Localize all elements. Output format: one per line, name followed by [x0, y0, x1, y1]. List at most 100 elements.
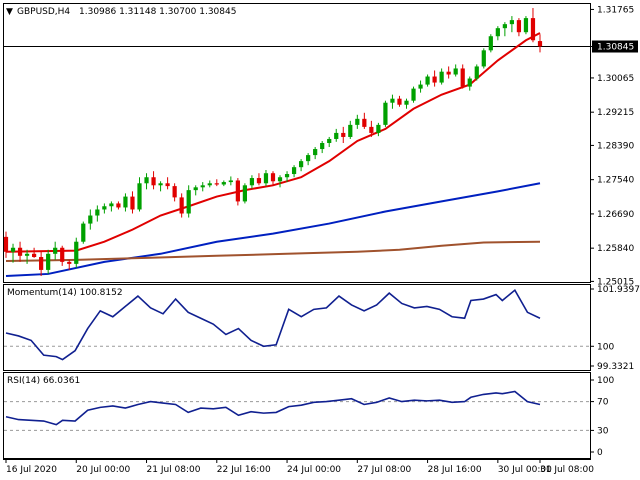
candle — [404, 98, 409, 109]
price-tick-label: 1.30065 — [597, 74, 634, 84]
time-tick-label: 31 Jul 08:00 — [540, 465, 594, 475]
candle — [53, 241, 58, 260]
candle — [95, 205, 100, 222]
candle — [214, 179, 219, 187]
candle-body — [362, 118, 367, 127]
candle-body — [123, 196, 128, 208]
candle-body — [31, 253, 37, 258]
candle-body — [495, 28, 500, 37]
candle — [369, 120, 374, 137]
candle-body — [235, 180, 240, 202]
symbol-dropdown-icon[interactable]: ▼ — [6, 7, 13, 17]
candle-body — [270, 173, 276, 182]
rsi-pane-frame — [3, 372, 591, 459]
rsi-pane: 100 70 30 0 — [4, 376, 614, 458]
momentum-pane: 101.9397 100 99.3321 — [4, 285, 640, 372]
candle-body — [313, 149, 318, 156]
candle-body — [376, 124, 381, 133]
oscillator-tick-label: 70 — [597, 398, 609, 408]
candle-body — [263, 173, 269, 184]
candle-body — [404, 100, 409, 105]
candle-body — [24, 253, 30, 256]
candle-body — [172, 186, 177, 198]
price-tick-label: 1.27540 — [597, 176, 634, 186]
candle — [411, 86, 416, 103]
candle — [39, 251, 44, 276]
time-tick-label: 22 Jul 16:00 — [217, 465, 271, 475]
candle — [432, 70, 437, 87]
candle-body — [60, 247, 65, 262]
candle-body — [383, 102, 388, 125]
candle — [221, 180, 226, 187]
time-tick-label: 16 Jul 2020 — [6, 465, 57, 475]
candle — [228, 176, 233, 186]
candle-body — [158, 183, 163, 186]
candle — [31, 247, 37, 258]
candle — [67, 259, 72, 270]
oscillator-tick-label: 101.9397 — [597, 285, 640, 295]
candle-body — [144, 177, 149, 184]
price-tick-label: 1.31765 — [597, 5, 634, 15]
candle-body — [284, 174, 290, 178]
candle — [200, 182, 205, 192]
oscillator-tick-label: 99.3321 — [597, 362, 634, 372]
candle-body — [327, 138, 332, 143]
candle-body — [516, 20, 522, 33]
time-tick-label: 30 Jul 00:00 — [498, 465, 552, 475]
candle-body — [256, 178, 262, 184]
candle-body — [509, 20, 515, 25]
candle-body — [221, 182, 226, 185]
candle — [495, 26, 500, 41]
time-tick-label: 24 Jul 00:00 — [287, 465, 341, 475]
candle-body — [481, 50, 486, 67]
candle-body — [242, 185, 248, 202]
symbol-label: GBPUSD,H4 — [17, 7, 70, 17]
candle — [249, 175, 255, 189]
candle-body — [306, 155, 311, 162]
candle — [502, 22, 507, 37]
candle-body — [53, 247, 58, 254]
candle-body — [320, 143, 325, 150]
candle-body — [298, 161, 304, 168]
price-tick-label: 1.28390 — [597, 141, 634, 151]
candle — [24, 249, 30, 264]
moving-average-group — [5, 32, 541, 277]
candle-body — [102, 206, 107, 210]
candle — [453, 64, 458, 77]
candle — [60, 245, 65, 266]
candle — [193, 185, 198, 196]
candle-body — [467, 78, 472, 87]
candle-body — [341, 132, 346, 137]
candle-body — [67, 261, 72, 264]
candle-body — [460, 68, 465, 87]
candle — [355, 114, 360, 129]
candle-body — [488, 36, 493, 51]
candle — [88, 209, 93, 230]
candle — [481, 48, 486, 69]
rsi-title: RSI(14) 66.0361 — [7, 376, 80, 386]
oscillator-tick-label: 0 — [597, 448, 603, 458]
candle — [165, 177, 170, 190]
candle — [439, 68, 444, 85]
candle-body — [186, 190, 191, 214]
candle — [81, 221, 86, 244]
candle — [235, 178, 240, 206]
candle-body — [200, 185, 205, 188]
candle — [144, 173, 149, 190]
candle — [102, 203, 107, 214]
candle-body — [291, 167, 297, 175]
time-tick-label: 28 Jul 16:00 — [428, 465, 482, 475]
current-price-label: 1.30845 — [597, 43, 634, 53]
candle — [334, 128, 339, 142]
candle — [17, 241, 23, 262]
candle-body — [214, 183, 219, 185]
candle-body — [530, 18, 536, 41]
candle — [488, 34, 493, 53]
candle — [270, 171, 276, 186]
candle — [74, 237, 79, 268]
candle — [362, 112, 367, 129]
candle — [509, 16, 515, 33]
price-tick-label: 1.25015 — [597, 277, 634, 287]
candle-body — [249, 178, 255, 186]
candle — [298, 159, 304, 172]
